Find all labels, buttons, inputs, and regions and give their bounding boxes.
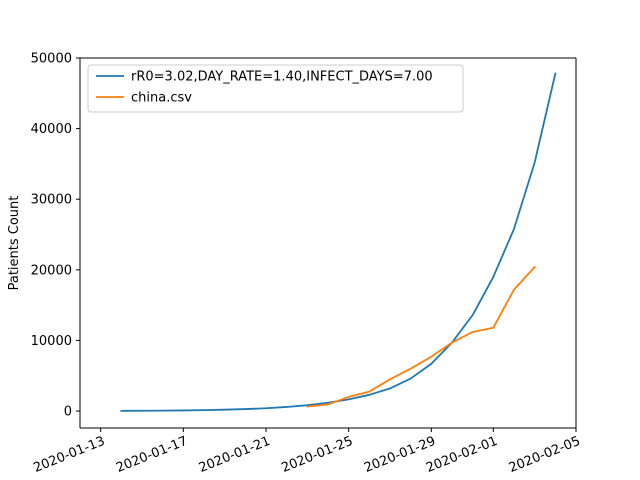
legend-label-1: rR0=3.02,DAY_RATE=1.40,INFECT_DAYS=7.00: [131, 70, 433, 85]
x-tick-label: 2020-01-13: [31, 434, 107, 476]
legend-label-2: china.csv: [131, 91, 192, 106]
y-tick-label: 20000: [31, 263, 72, 278]
x-tick-label: 2020-01-17: [114, 434, 190, 476]
legend-box: [87, 64, 464, 113]
series-layer: [120, 72, 557, 412]
y-tick-label: 50000: [31, 52, 72, 67]
y-tick-label: 0: [64, 405, 72, 420]
y-tick-label: 10000: [31, 334, 72, 349]
legend: rR0=3.02,DAY_RATE=1.40,INFECT_DAYS=7.00c…: [87, 64, 464, 113]
x-tick-label: 2020-01-21: [197, 434, 273, 476]
y-tick-label: 40000: [31, 122, 72, 137]
series-line-2: [306, 265, 536, 408]
x-tick-label: 2020-01-25: [279, 434, 355, 476]
y-tick-label: 30000: [31, 193, 72, 208]
plot-area: [80, 58, 576, 428]
x-tick-label: 2020-02-05: [507, 434, 583, 476]
x-tick-label: 2020-02-01: [424, 434, 500, 476]
y-axis-label: Patients Count: [7, 196, 22, 291]
